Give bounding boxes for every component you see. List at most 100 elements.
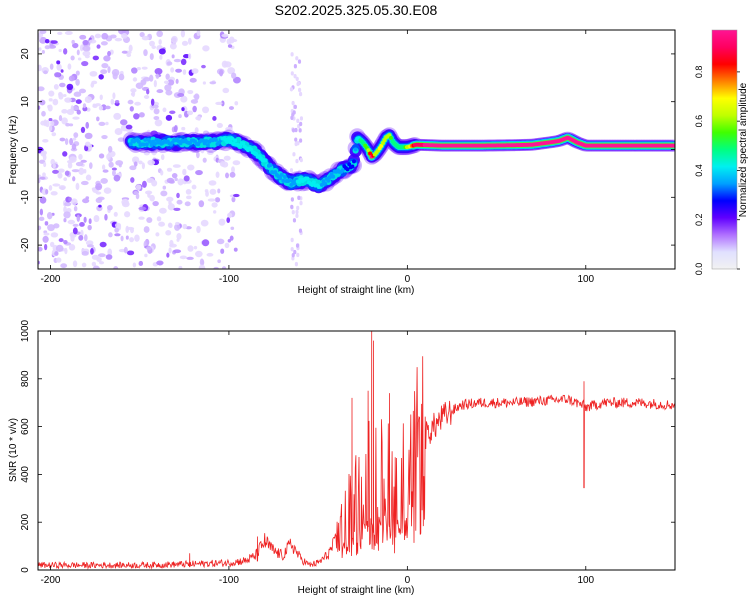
spectrogram-noise-speck bbox=[196, 30, 201, 37]
spectrogram-ridge-point bbox=[347, 162, 352, 167]
spectrogram-noise-speck bbox=[183, 175, 190, 182]
spectrogram-ridge-point bbox=[204, 139, 209, 144]
spectrogram-noise-speck bbox=[171, 173, 178, 179]
spectrogram-ridge-point bbox=[144, 142, 149, 147]
spectrogram-noise-speck bbox=[138, 112, 145, 118]
spectrogram-noise-speck bbox=[41, 110, 46, 117]
snr-ytick-label: 200 bbox=[20, 513, 31, 530]
spectrogram-noise-speck bbox=[48, 117, 53, 122]
spectrogram-noise-speck bbox=[297, 87, 302, 93]
spectrogram-noise-speck bbox=[76, 214, 81, 222]
spectrogram-noise-speck bbox=[143, 49, 148, 57]
spectrogram-ridge-point bbox=[141, 142, 146, 147]
snr-ytick-label: 0 bbox=[20, 567, 31, 573]
spectrogram-ridge-point bbox=[368, 151, 373, 156]
spectrogram-noise-speck bbox=[186, 256, 194, 260]
spectrogram-noise-speck bbox=[227, 67, 236, 75]
spectrogram-noise-speck bbox=[73, 132, 79, 138]
spectrogram-noise-speck bbox=[200, 219, 209, 227]
spectrogram-noise-speck bbox=[112, 92, 116, 100]
spectrogram-noise-speck bbox=[70, 105, 74, 113]
spectrogram-ridge bbox=[122, 127, 675, 194]
spectrogram-noise-speck bbox=[175, 221, 180, 226]
spectrogram-noise-speck bbox=[173, 207, 181, 212]
spectrogram-noise-speck bbox=[292, 110, 296, 115]
spectrogram-noise-speck bbox=[39, 176, 46, 180]
snr-xtick-label: -200 bbox=[40, 575, 60, 586]
spectrogram-noise-speck bbox=[173, 125, 178, 133]
colorbar-gradient bbox=[712, 30, 737, 269]
spectrogram-noise-speck bbox=[133, 191, 139, 195]
spectrogram-noise-speck bbox=[295, 213, 299, 219]
spectrogram-noise-speck bbox=[158, 39, 162, 45]
spectrogram-noise-speck bbox=[95, 191, 102, 195]
spectrogram-noise-speck bbox=[199, 258, 205, 266]
colorbar-tick-label: 0.2 bbox=[694, 213, 704, 226]
spectrogram-noise-speck bbox=[71, 39, 75, 45]
spectrogram-noise-speck bbox=[166, 252, 170, 258]
spectrogram-noise-speck bbox=[177, 178, 184, 186]
spectrogram-noise-speck bbox=[299, 116, 304, 121]
spectrogram-noise-speck bbox=[205, 190, 209, 197]
spectrogram-noise-speck bbox=[93, 214, 100, 223]
spectrogram-ridge-point bbox=[233, 138, 238, 143]
snr-ytick-label: 400 bbox=[20, 466, 31, 483]
spectrogram-noise-speck bbox=[40, 120, 46, 126]
spectrogram-noise-speck bbox=[59, 137, 66, 142]
spectrogram-noise-speck bbox=[211, 202, 218, 208]
colorbar-frame bbox=[711, 29, 738, 270]
spectrogram-noise-speck bbox=[138, 160, 143, 165]
spectrogram-noise-speck bbox=[217, 188, 221, 194]
spectrogram-ridge-point bbox=[226, 137, 231, 142]
spectrogram-noise-speck bbox=[176, 192, 180, 199]
spectrogram-noise-speck bbox=[72, 227, 78, 235]
spectrogram-noise-speck bbox=[104, 105, 111, 110]
spectrogram-ridge-point bbox=[292, 181, 297, 186]
spectrogram-noise-speck bbox=[73, 206, 78, 212]
spectrogram-ridge-point bbox=[353, 147, 358, 152]
spectrogram-noise-speck bbox=[172, 164, 181, 168]
spectrogram-ridge-point bbox=[345, 167, 350, 172]
spectrogram-noise-speck bbox=[60, 263, 68, 269]
spectrogram-noise-speck bbox=[291, 128, 296, 133]
spectrogram-noise-speck bbox=[182, 223, 188, 230]
spectrogram-noise-speck bbox=[229, 235, 234, 241]
spectrogram-noise-speck bbox=[64, 201, 72, 207]
spectrogram-ridge-point bbox=[136, 139, 141, 144]
spectrogram-ridge-point bbox=[229, 136, 234, 141]
spectrogram-noise-speck bbox=[65, 123, 70, 127]
spectrogram-noise-speck bbox=[98, 74, 104, 80]
spectrogram-noise-speck bbox=[299, 91, 303, 97]
spectrogram-noise-speck bbox=[135, 82, 144, 89]
spectrogram-noise-speck bbox=[98, 204, 102, 208]
spectrogram-noise-speck bbox=[98, 105, 104, 111]
spectrogram-noise-speck bbox=[289, 87, 294, 92]
spectrogram-noise-speck bbox=[208, 180, 217, 186]
spectrogram-noise-speck bbox=[173, 249, 182, 254]
spectrogram-ridge-point bbox=[326, 178, 331, 183]
spectrogram-noise-speck bbox=[84, 141, 91, 147]
spectrogram-noise-speck bbox=[154, 119, 163, 127]
spectrogram-noise-speck bbox=[221, 161, 229, 168]
spectrogram-noise-speck bbox=[185, 189, 192, 195]
spectrogram-noise-speck bbox=[45, 188, 49, 195]
spectrogram-noise-speck bbox=[79, 34, 87, 40]
spectrogram-noise-speck bbox=[72, 137, 77, 141]
spectrogram-noise-speck bbox=[187, 89, 194, 95]
spectrogram-noise-speck bbox=[123, 246, 128, 254]
spectrogram-noise-speck bbox=[126, 53, 132, 58]
spectrogram-noise-speck bbox=[158, 221, 166, 227]
spectrogram-noise-speck bbox=[291, 100, 295, 106]
spectrogram-ridge-point bbox=[268, 162, 273, 167]
spectrogram-noise-speck bbox=[133, 113, 140, 120]
spectrogram-noise-speck bbox=[150, 98, 155, 106]
spectrogram-noise-speck bbox=[121, 50, 128, 54]
spectrogram-noise-speck bbox=[53, 223, 60, 229]
spectrogram-noise-speck bbox=[165, 73, 170, 80]
spectrogram-noise-speck bbox=[165, 114, 173, 121]
spectrogram-ridge-point bbox=[352, 159, 357, 164]
spectrogram-ridge-point bbox=[281, 178, 286, 183]
spectrogram-noise-speck bbox=[72, 116, 80, 120]
spectrogram-noise-speck bbox=[295, 243, 300, 248]
